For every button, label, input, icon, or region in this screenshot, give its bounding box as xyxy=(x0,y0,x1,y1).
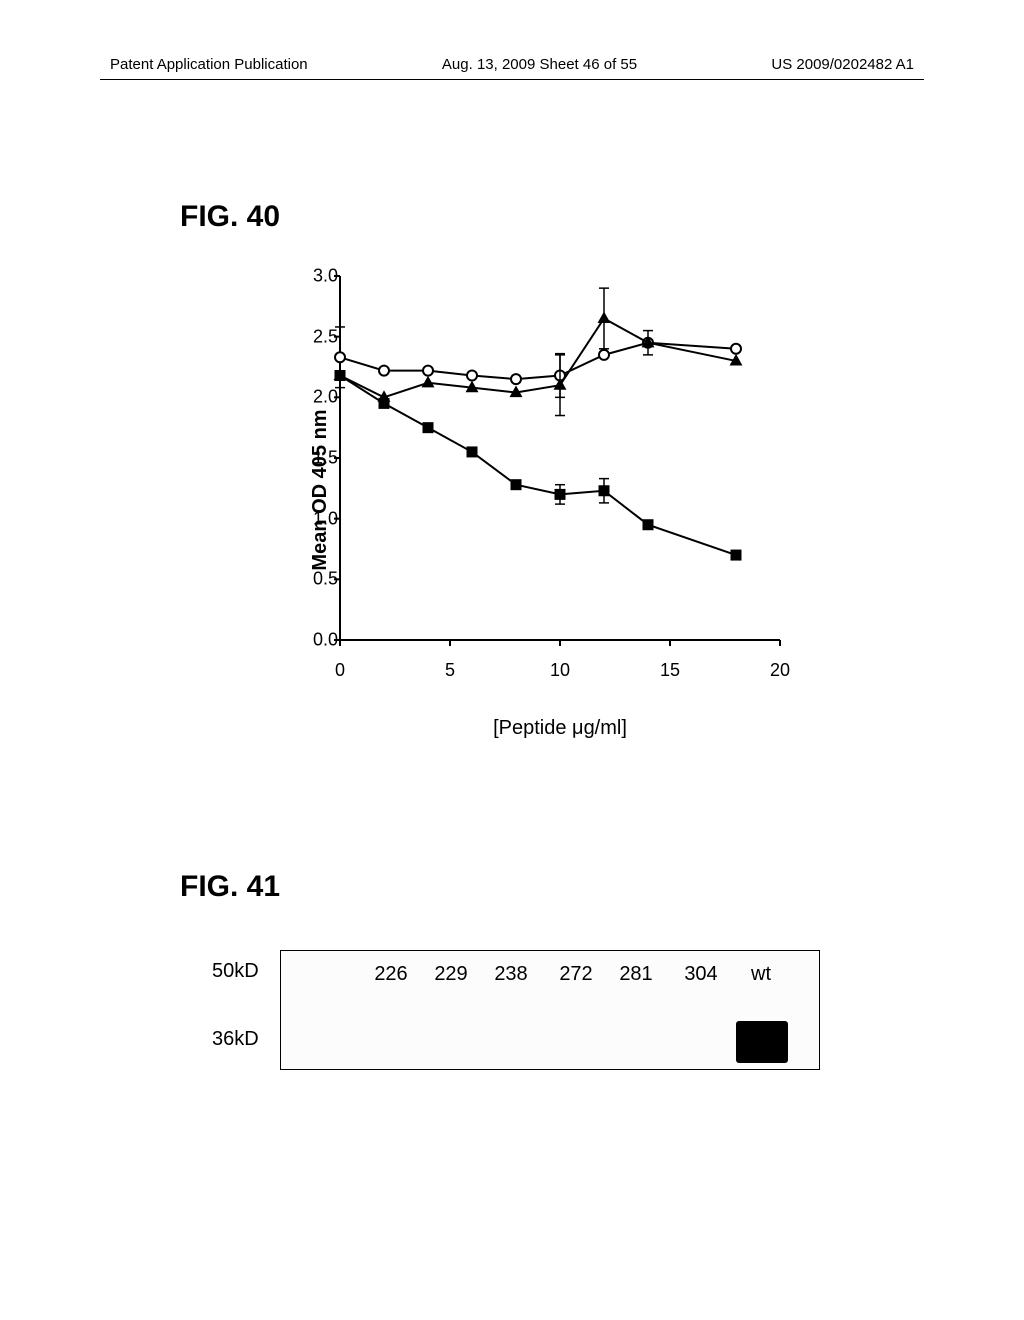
lane-label: 226 xyxy=(374,963,407,986)
x-axis-label: [Peptide μg/ml] xyxy=(493,717,627,740)
gel-box: 226 229 238 272 281 304 wt xyxy=(280,950,820,1070)
header-left: Patent Application Publication xyxy=(110,56,308,73)
chart-svg xyxy=(330,270,790,650)
gel-band xyxy=(736,1021,788,1063)
x-tick-label: 15 xyxy=(660,660,680,681)
x-tick-label: 5 xyxy=(445,660,455,681)
figure-40-label: FIG. 40 xyxy=(180,200,280,234)
lane-label: 238 xyxy=(494,963,527,986)
lane-label: wt xyxy=(751,963,771,986)
header-right: US 2009/0202482 A1 xyxy=(771,56,914,73)
y-tick-label: 2.0 xyxy=(313,387,338,408)
gel-row-label-36kd: 36kD xyxy=(212,1028,259,1051)
y-tick-label: 1.5 xyxy=(313,448,338,469)
y-axis-label: Mean OD 405 nm xyxy=(309,409,332,570)
x-tick-label: 10 xyxy=(550,660,570,681)
figure-41-gel: 50kD 36kD 226229238272281304wt xyxy=(280,950,820,1070)
page-header: Patent Application Publication Aug. 13, … xyxy=(0,56,1024,80)
header-center: Aug. 13, 2009 Sheet 46 of 55 xyxy=(442,56,637,73)
lane-label: 229 xyxy=(434,963,467,986)
lane-label: 281 xyxy=(619,963,652,986)
y-tick-label: 0.5 xyxy=(313,569,338,590)
y-tick-label: 2.5 xyxy=(313,326,338,347)
gel-row-label-50kd: 50kD xyxy=(212,960,259,983)
lane-label: 272 xyxy=(559,963,592,986)
y-tick-label: 0.0 xyxy=(313,630,338,651)
y-tick-label: 3.0 xyxy=(313,266,338,287)
figure-41-label: FIG. 41 xyxy=(180,870,280,904)
x-tick-label: 20 xyxy=(770,660,790,681)
figure-40-chart: Mean OD 405 nm [Peptide μg/ml] 0.00.51.0… xyxy=(250,260,810,720)
x-tick-label: 0 xyxy=(335,660,345,681)
header-rule xyxy=(100,79,924,80)
lane-label: 304 xyxy=(684,963,717,986)
y-tick-label: 1.0 xyxy=(313,508,338,529)
